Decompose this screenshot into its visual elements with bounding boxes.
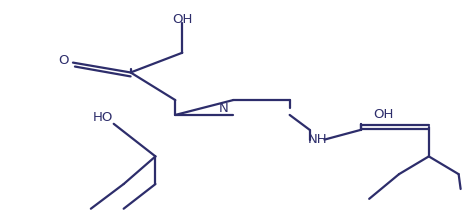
Text: HO: HO <box>93 111 113 124</box>
Text: OH: OH <box>172 13 193 26</box>
Text: N: N <box>219 102 229 115</box>
Text: O: O <box>59 54 69 67</box>
Text: NH: NH <box>308 133 327 146</box>
Text: OH: OH <box>373 108 393 121</box>
